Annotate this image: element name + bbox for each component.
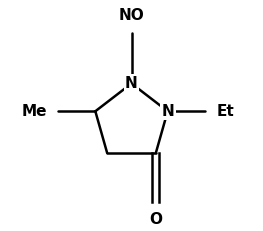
Text: Me: Me [21, 104, 47, 119]
Text: Et: Et [216, 104, 234, 119]
Text: O: O [149, 212, 162, 227]
Text: N: N [161, 104, 174, 119]
Text: NO: NO [119, 8, 144, 23]
Text: N: N [125, 76, 138, 91]
